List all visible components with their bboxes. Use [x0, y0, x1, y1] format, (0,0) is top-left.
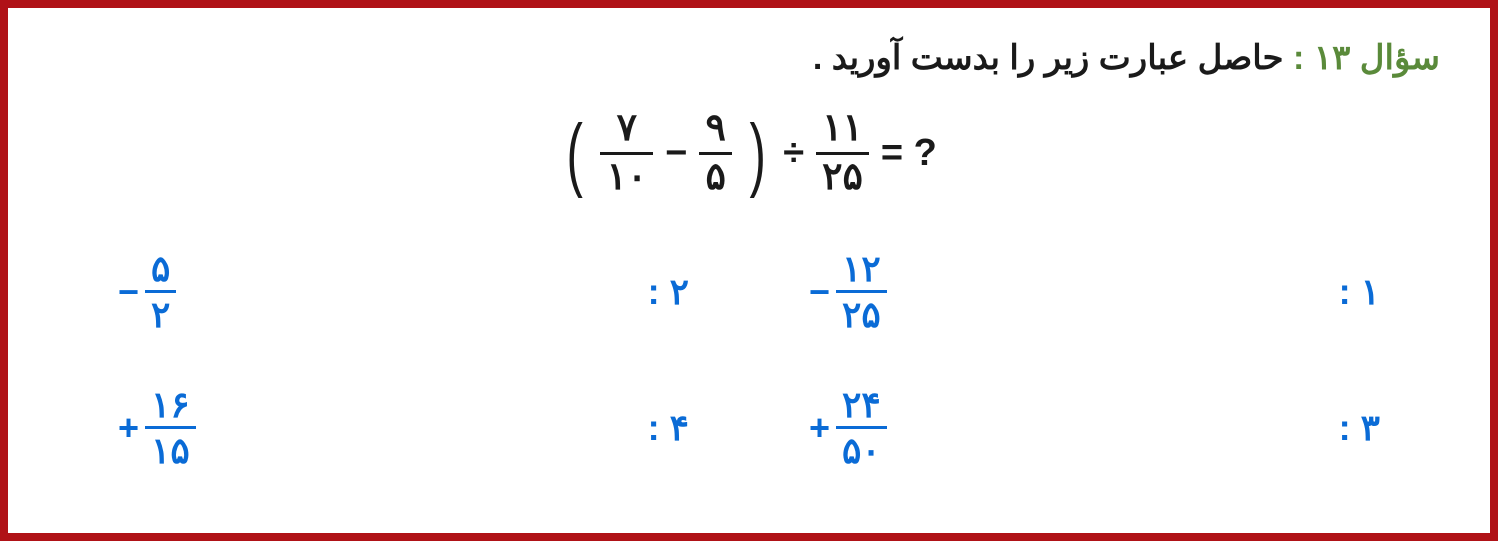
fraction-1-den: ۱۰ [600, 157, 653, 199]
option-3-num: ۲۴ [836, 385, 887, 425]
fraction-2: ۹ ۵ [699, 108, 731, 199]
equals-question: = ? [881, 132, 937, 175]
fraction-2-num: ۹ [699, 108, 731, 150]
option-1-label: ۱ : [1339, 271, 1380, 313]
fraction-bar [699, 152, 731, 155]
option-2-value: − ۵ ۲ [118, 249, 176, 335]
fraction-1-num: ۷ [611, 108, 643, 150]
fraction-bar [836, 290, 887, 293]
option-2-num: ۵ [145, 249, 176, 289]
fraction-3: ۱۱ ۲۵ [816, 108, 869, 199]
option-2-label: ۲ : [648, 271, 689, 313]
question-text: حاصل عبارت زیر را بدست آورید . [813, 39, 1284, 77]
question-number-label: سؤال ۱۳ : [1293, 39, 1440, 77]
fraction-bar [600, 152, 653, 155]
option-2-den: ۲ [145, 295, 176, 335]
equation: ( ۷ ۱۰ − ۹ ۵ ) ÷ ۱۱ ۲۵ = ? [58, 108, 1440, 199]
fraction-3-den: ۲۵ [816, 157, 869, 199]
option-3-label: ۳ : [1339, 407, 1380, 449]
option-1-value: − ۱۲ ۲۵ [809, 249, 887, 335]
option-2-fraction: ۵ ۲ [145, 249, 176, 335]
option-4-den: ۱۵ [145, 431, 196, 471]
option-2[interactable]: ۲ : − ۵ ۲ [118, 249, 689, 335]
fraction-bar [836, 426, 887, 429]
option-3-value: + ۲۴ ۵۰ [809, 385, 887, 471]
question-prompt: سؤال ۱۳ : حاصل عبارت زیر را بدست آورید . [58, 38, 1440, 78]
option-4-num: ۱۶ [145, 385, 196, 425]
option-1-num: ۱۲ [836, 249, 887, 289]
divide-sign: ÷ [783, 132, 804, 175]
fraction-bar [145, 426, 196, 429]
options-grid: ۱ : − ۱۲ ۲۵ ۲ : − ۵ ۲ ۳ [58, 249, 1440, 471]
option-4-fraction: ۱۶ ۱۵ [145, 385, 196, 471]
option-1-den: ۲۵ [836, 295, 887, 335]
option-1-fraction: ۱۲ ۲۵ [836, 249, 887, 335]
option-4-label: ۴ : [648, 407, 689, 449]
left-paren: ( [567, 121, 583, 187]
option-3-den: ۵۰ [836, 431, 887, 471]
question-card: سؤال ۱۳ : حاصل عبارت زیر را بدست آورید .… [0, 0, 1498, 541]
option-4-sign: + [118, 407, 139, 449]
option-2-sign: − [118, 271, 139, 313]
option-4[interactable]: ۴ : + ۱۶ ۱۵ [118, 385, 689, 471]
option-3-sign: + [809, 407, 830, 449]
fraction-bar [145, 290, 176, 293]
option-3[interactable]: ۳ : + ۲۴ ۵۰ [809, 385, 1380, 471]
fraction-bar [816, 152, 869, 155]
option-1[interactable]: ۱ : − ۱۲ ۲۵ [809, 249, 1380, 335]
minus-sign: − [665, 132, 687, 175]
right-paren: ) [749, 121, 765, 187]
option-1-sign: − [809, 271, 830, 313]
option-4-value: + ۱۶ ۱۵ [118, 385, 196, 471]
fraction-3-num: ۱۱ [816, 108, 869, 150]
fraction-2-den: ۵ [699, 157, 731, 199]
option-3-fraction: ۲۴ ۵۰ [836, 385, 887, 471]
fraction-1: ۷ ۱۰ [600, 108, 653, 199]
